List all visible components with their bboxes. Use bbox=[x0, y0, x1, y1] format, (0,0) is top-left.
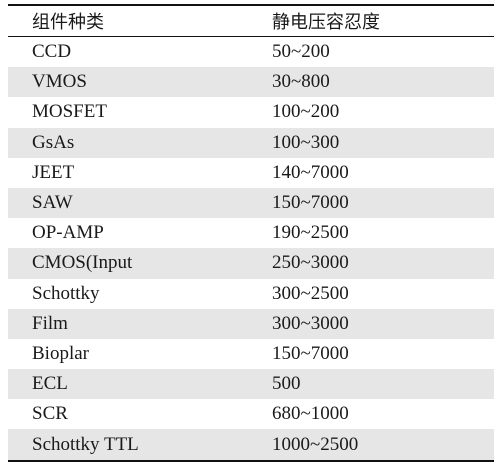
table-row: JEET 140~7000 bbox=[8, 158, 494, 188]
table-row: MOSFET 100~200 bbox=[8, 97, 494, 127]
cell-tolerance: 30~800 bbox=[248, 67, 494, 98]
table-row: Schottky TTL 1000~2500 bbox=[8, 429, 494, 461]
table-row: GsAs 100~300 bbox=[8, 127, 494, 158]
cell-tolerance: 50~200 bbox=[272, 41, 330, 63]
table-row: CCD 50~200 bbox=[8, 37, 494, 68]
cell-tolerance: 680~1000 bbox=[272, 403, 349, 425]
table-row: OP-AMP 190~2500 bbox=[8, 218, 494, 248]
cell-tolerance: 1000~2500 bbox=[248, 429, 494, 461]
cell-component: MOSFET bbox=[32, 101, 107, 123]
cell-component: Film bbox=[8, 308, 248, 339]
cell-tolerance: 300~2500 bbox=[272, 282, 349, 304]
table-row: Film 300~3000 bbox=[8, 308, 494, 339]
table-row: SCR 680~1000 bbox=[8, 399, 494, 429]
cell-tolerance: 140~7000 bbox=[272, 161, 349, 183]
table-row: SAW 150~7000 bbox=[8, 187, 494, 219]
table-row: VMOS 30~800 bbox=[8, 67, 494, 98]
table-header: 组件种类 静电压容忍度 bbox=[8, 5, 494, 37]
header-esd-tolerance: 静电压容忍度 bbox=[272, 12, 380, 33]
esd-tolerance-table: 组件种类 静电压容忍度 CCD 50~200 VMOS 30~800 MOSFE… bbox=[8, 4, 494, 462]
cell-component: OP-AMP bbox=[32, 222, 104, 244]
cell-tolerance: 150~7000 bbox=[248, 187, 494, 219]
esd-tolerance-table-container: 组件种类 静电压容忍度 CCD 50~200 VMOS 30~800 MOSFE… bbox=[8, 4, 494, 462]
cell-tolerance: 190~2500 bbox=[272, 222, 349, 244]
cell-component: SAW bbox=[8, 187, 248, 219]
cell-component: Schottky TTL bbox=[8, 429, 248, 461]
table-row: ECL 500 bbox=[8, 369, 494, 400]
cell-component: JEET bbox=[32, 161, 75, 183]
cell-tolerance: 100~300 bbox=[248, 127, 494, 158]
cell-component: ECL bbox=[8, 369, 248, 400]
cell-tolerance: 100~200 bbox=[272, 101, 340, 123]
cell-component: VMOS bbox=[8, 67, 248, 98]
table-row: CMOS(Input 250~3000 bbox=[8, 248, 494, 279]
cell-tolerance: 250~3000 bbox=[248, 248, 494, 279]
table-body: CCD 50~200 VMOS 30~800 MOSFET 100~200 Gs… bbox=[8, 37, 494, 461]
cell-component: Schottky bbox=[32, 282, 100, 304]
cell-tolerance: 300~3000 bbox=[248, 308, 494, 339]
table-row: Bioplar 150~7000 bbox=[8, 339, 494, 369]
cell-tolerance: 150~7000 bbox=[272, 342, 349, 364]
table-row: Schottky 300~2500 bbox=[8, 279, 494, 309]
cell-component: CCD bbox=[32, 41, 72, 63]
cell-component: Bioplar bbox=[32, 342, 89, 364]
cell-component: SCR bbox=[32, 403, 68, 425]
cell-component: CMOS(Input bbox=[8, 248, 248, 279]
cell-tolerance: 500 bbox=[248, 369, 494, 400]
header-row: 组件种类 静电压容忍度 bbox=[8, 5, 494, 37]
cell-component: GsAs bbox=[8, 127, 248, 158]
header-component-type: 组件种类 bbox=[32, 12, 104, 33]
